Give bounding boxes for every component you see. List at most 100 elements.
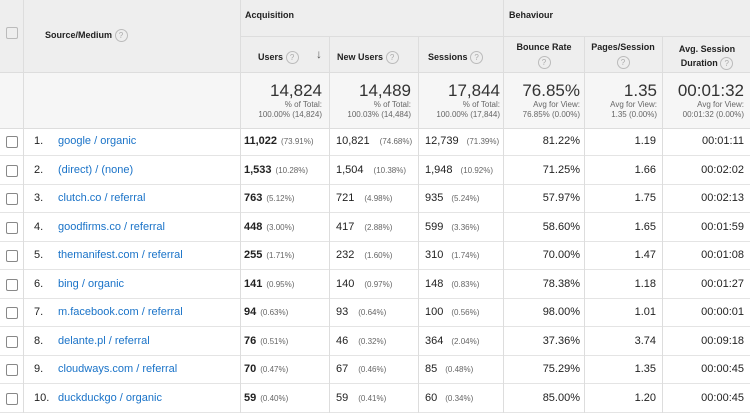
column-divider [503, 0, 504, 413]
users-total: 14,824 % of Total: 100.00% (14,824) [240, 82, 322, 120]
avg-duration-cell: 00:00:01 [701, 306, 744, 318]
select-all-checkbox[interactable] [6, 27, 18, 39]
new-users-cell: 93 (0.64%) [336, 306, 414, 318]
avg-duration-total-caption: Avg for View: [697, 100, 744, 109]
new-users-cell: 10,821 (74.68%) [336, 135, 414, 147]
new-users-value: 721 [336, 192, 355, 204]
users-cell: 94 (0.63%) [244, 306, 322, 318]
table-row: 4. goodfirms.co / referral 448 (3.00%) 41… [0, 214, 750, 242]
users-column-header[interactable]: Users ? [258, 51, 299, 64]
table-row: 6. bing / organic 141 (0.95%) 140 (0.97%) … [0, 271, 750, 299]
help-icon[interactable]: ? [537, 56, 551, 69]
sessions-value: 148 [425, 277, 444, 290]
table-row: 3. clutch.co / referral 763 (5.12%) 721 (4… [0, 185, 750, 213]
source-medium-link[interactable]: goodfirms.co / referral [58, 220, 165, 233]
bounce-rate-cell: 81.22% [542, 135, 580, 147]
users-percent: (0.63%) [260, 308, 289, 317]
help-icon[interactable]: ? [285, 51, 299, 64]
avg-duration-total-value: 00:01:32 [677, 81, 744, 100]
pages-session-cell: 1.66 [634, 163, 656, 176]
row-index: 10. [34, 391, 50, 404]
row-checkbox[interactable] [6, 335, 18, 348]
source-medium-link[interactable]: bing / organic [58, 277, 125, 290]
new-users-total-caption: % of Total: [373, 100, 411, 109]
avg-duration-cell: 00:01:08 [701, 249, 744, 261]
pages-session-cell: 1.19 [634, 135, 656, 147]
table-row: 9. cloudways.com / referral 70 (0.47%) 67… [0, 356, 750, 384]
sessions-column-header[interactable]: Sessions ? [428, 51, 484, 64]
sessions-percent: (5.24%) [451, 194, 480, 203]
row-checkbox[interactable] [6, 193, 18, 205]
sort-descending-icon[interactable]: ↓ [316, 47, 322, 61]
row-checkbox[interactable] [6, 307, 18, 319]
sessions-cell: 85 (0.48%) [425, 363, 501, 375]
source-medium-link[interactable]: delante.pl / referral [58, 334, 150, 347]
source-medium-header[interactable]: Source/Medium ? [45, 29, 128, 42]
help-icon[interactable]: ? [616, 56, 630, 69]
help-icon[interactable]: ? [720, 57, 734, 71]
source-medium-link[interactable]: themanifest.com / referral [58, 249, 183, 261]
sessions-percent: (2.04%) [451, 336, 480, 346]
row-checkbox[interactable] [6, 250, 18, 262]
row-divider [0, 383, 750, 384]
sessions-percent: (0.83%) [451, 279, 480, 289]
users-value: 448 [244, 220, 263, 233]
row-checkbox[interactable] [6, 364, 18, 376]
help-icon[interactable]: ? [385, 51, 399, 64]
avg-duration-cell: 00:00:45 [701, 391, 744, 404]
avg-session-duration-header-label-line1: Avg. Session [678, 44, 736, 54]
users-value: 141 [244, 277, 263, 290]
new-users-percent: (0.32%) [358, 336, 387, 346]
row-checkbox[interactable] [6, 278, 18, 291]
users-value: 11,022 [244, 135, 278, 147]
table-row: 10. duckduckgo / organic 59 (0.40%) 59 (0.… [0, 385, 750, 413]
row-checkbox[interactable] [6, 136, 18, 148]
source-medium-link[interactable]: cloudways.com / referral [58, 363, 178, 375]
row-checkbox[interactable] [6, 221, 18, 234]
users-cell: 1,533 (10.28%) [244, 164, 322, 176]
sessions-percent: (71.39%) [466, 137, 500, 146]
sessions-value: 310 [425, 249, 444, 261]
source-medium-link[interactable]: google / organic [58, 135, 137, 147]
bounce-rate-column-header[interactable]: Bounce Rate ? [505, 42, 583, 69]
help-icon[interactable]: ? [470, 51, 484, 64]
row-divider [0, 72, 750, 73]
sessions-percent: (0.34%) [445, 393, 474, 403]
sessions-header-label: Sessions [428, 51, 468, 62]
sessions-cell: 148 (0.83%) [425, 278, 501, 290]
sessions-total: 17,844 % of Total: 100.00% (17,844) [418, 82, 500, 120]
source-medium-link[interactable]: (direct) / (none) [58, 163, 134, 176]
row-checkbox[interactable] [6, 164, 18, 177]
row-checkbox[interactable] [6, 392, 18, 405]
table-row: 2. (direct) / (none) 1,533 (10.28%) 1,504… [0, 157, 750, 185]
pages-session-total-caption: Avg for View: [610, 100, 657, 109]
row-divider [0, 240, 750, 242]
row-index: 7. [34, 306, 44, 318]
avg-session-duration-column-header[interactable]: Avg. Session Duration ? [664, 42, 750, 71]
sessions-value: 60 [425, 391, 438, 404]
bounce-rate-cell: 71.25% [542, 163, 580, 176]
pages-session-cell: 1.18 [634, 277, 656, 290]
users-percent: (10.28%) [275, 165, 308, 175]
bounce-rate-total-caption: Avg for View: [533, 100, 580, 109]
table-row: 5. themanifest.com / referral 255 (1.71%)… [0, 242, 750, 270]
new-users-column-header[interactable]: New Users ? [337, 51, 399, 64]
column-divider [418, 36, 419, 413]
pages-session-column-header[interactable]: Pages/Session ? [584, 42, 662, 69]
source-medium-link[interactable]: clutch.co / referral [58, 192, 146, 204]
new-users-value: 59 [336, 391, 349, 404]
sessions-value: 85 [425, 363, 438, 375]
source-medium-header-label: Source/Medium [45, 29, 113, 40]
pages-session-cell: 1.35 [634, 363, 656, 375]
avg-duration-total: 00:01:32 Avg for View: 00:01:32 (0.00%) [664, 82, 744, 120]
new-users-value: 93 [336, 306, 349, 318]
sessions-value: 599 [425, 220, 444, 233]
new-users-cell: 140 (0.97%) [336, 278, 414, 290]
new-users-header-label: New Users [337, 51, 384, 62]
help-icon[interactable]: ? [114, 29, 128, 42]
source-medium-link[interactable]: duckduckgo / organic [58, 391, 162, 404]
bounce-rate-cell: 57.97% [542, 192, 580, 204]
acquisition-group-header: Acquisition [245, 10, 294, 20]
column-divider [662, 36, 663, 413]
source-medium-link[interactable]: m.facebook.com / referral [58, 306, 183, 318]
